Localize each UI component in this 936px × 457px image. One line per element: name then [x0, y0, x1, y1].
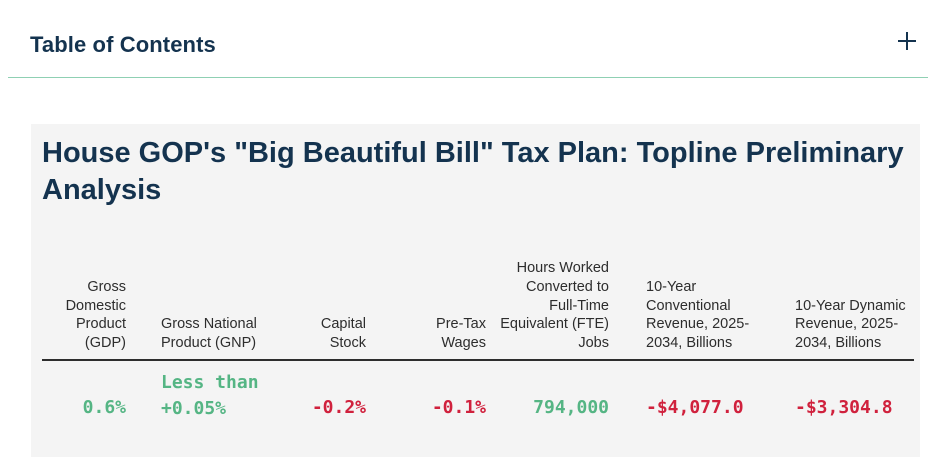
value-fte-jobs: 794,000: [533, 397, 609, 418]
header-capital-stock: Capital Stock: [320, 316, 366, 352]
header-gnp: Gross National Product (GNP): [161, 316, 257, 352]
header-conventional-revenue: 10-Year Conventional Revenue, 2025-2034,…: [646, 278, 750, 352]
header-fte-jobs: Hours Worked Converted to Full-Time Equi…: [500, 260, 609, 352]
table-header: Gross Domestic Product (GDP) Gross Natio…: [31, 124, 920, 353]
header-rule: [42, 359, 914, 361]
value-gdp: 0.6%: [82, 397, 126, 418]
value-pre-tax-wages: -0.1%: [431, 397, 486, 418]
analysis-card: House GOP's "Big Beautiful Bill" Tax Pla…: [31, 124, 920, 457]
header-gdp: Gross Domestic Product (GDP): [65, 278, 126, 352]
value-dynamic-revenue: -$3,304.8: [795, 397, 893, 418]
plus-icon[interactable]: [896, 30, 918, 52]
header-pre-tax-wages: Pre-Tax Wages: [436, 316, 486, 352]
value-conventional-revenue: -$4,077.0: [646, 397, 744, 418]
value-capital-stock: -0.2%: [311, 397, 366, 418]
table-of-contents-bar[interactable]: Table of Contents: [8, 0, 928, 78]
toc-title: Table of Contents: [30, 32, 216, 57]
header-dynamic-revenue: 10-Year Dynamic Revenue, 2025-2034, Bill…: [795, 297, 906, 352]
value-gnp: Less than +0.05%: [161, 372, 259, 419]
card-title: House GOP's "Big Beautiful Bill" Tax Pla…: [42, 137, 904, 206]
